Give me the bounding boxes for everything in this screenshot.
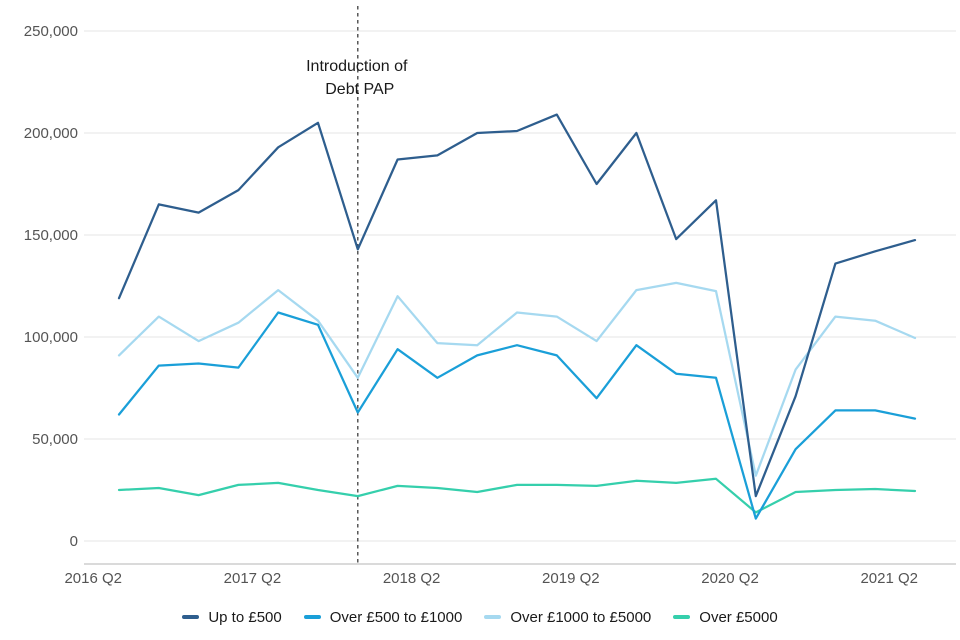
legend: Up to £500 Over £500 to £1000 Over £1000 t… [0,596,960,638]
legend-label: Over £500 to £1000 [329,608,463,626]
x-tick-label: 2019 Q2 [542,570,600,587]
y-tick-label: 150,000 [24,227,78,244]
legend-item-over-500-to-1000: Over £500 to £1000 [303,608,463,626]
legend-swatch-over-5000 [673,615,691,619]
y-tick-label: 250,000 [24,23,78,40]
legend-label: Over £1000 to £5000 [510,608,652,626]
legend-item-up-to-500: Up to £500 [182,608,282,626]
annotation-line2: Debt PAP [325,81,394,98]
x-tick-label: 2018 Q2 [383,570,441,587]
legend-swatch-over-500-to-1000 [303,615,321,619]
y-tick-label: 0 [70,533,78,550]
legend-swatch-up-to-500 [182,615,200,619]
y-tick-label: 200,000 [24,125,78,142]
x-tick-label: 2021 Q2 [860,570,918,587]
legend-swatch-over-1000-to-5000 [484,615,502,619]
annotation-line1: Introduction of [306,58,408,75]
legend-label: Over £5000 [699,608,778,626]
x-tick-label: 2017 Q2 [224,570,282,587]
legend-label: Up to £500 [208,608,282,626]
series-line-over-500-to-1000 [117,311,917,520]
series-line-over-1000-to-5000 [117,281,917,477]
series-line-up-to-500 [117,113,917,498]
y-tick-label: 100,000 [24,329,78,346]
legend-item-over-1000-to-5000: Over £1000 to £5000 [484,609,651,626]
legend-item-over-5000: Over £5000 [673,608,778,626]
series-line-over-5000 [117,477,917,514]
x-tick-label: 2020 Q2 [701,570,759,587]
line-chart: 0 50,000 100,000 150,000 200,000 250,000 2016 … [24,6,956,587]
x-tick-label: 2016 Q2 [64,570,122,587]
y-tick-label: 50,000 [32,431,78,448]
